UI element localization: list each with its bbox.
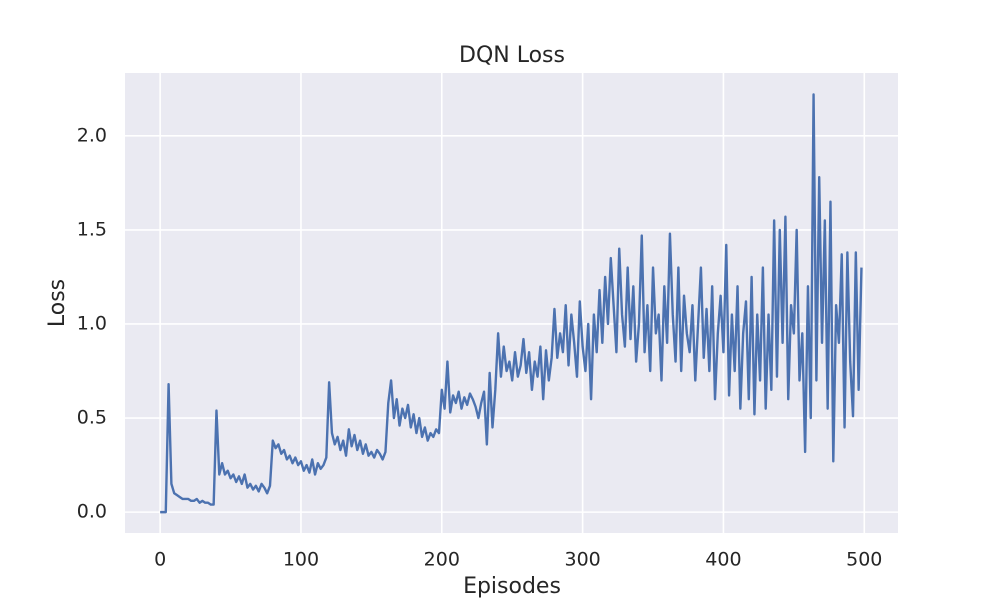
y-tick-label: 2.0 — [77, 124, 107, 146]
x-tick-label: 400 — [705, 549, 741, 571]
grid — [125, 73, 898, 533]
y-tick-label: 0.5 — [77, 407, 107, 429]
x-tick-label: 0 — [154, 549, 166, 571]
y-tick-label: 1.5 — [77, 218, 107, 240]
x-tick-label: 200 — [424, 549, 460, 571]
y-tick-label: 0.0 — [77, 501, 107, 523]
y-tick-label: 1.0 — [77, 312, 107, 334]
x-tick-label: 100 — [283, 549, 319, 571]
x-axis-label: Episodes — [463, 574, 561, 599]
x-tick-label: 500 — [846, 549, 882, 571]
x-tick-label: 300 — [564, 549, 600, 571]
data-line — [160, 93, 863, 514]
y-axis-label: Loss — [45, 279, 70, 327]
chart-title: DQN Loss — [459, 43, 565, 68]
marks — [160, 93, 863, 514]
plot-area — [125, 73, 898, 533]
